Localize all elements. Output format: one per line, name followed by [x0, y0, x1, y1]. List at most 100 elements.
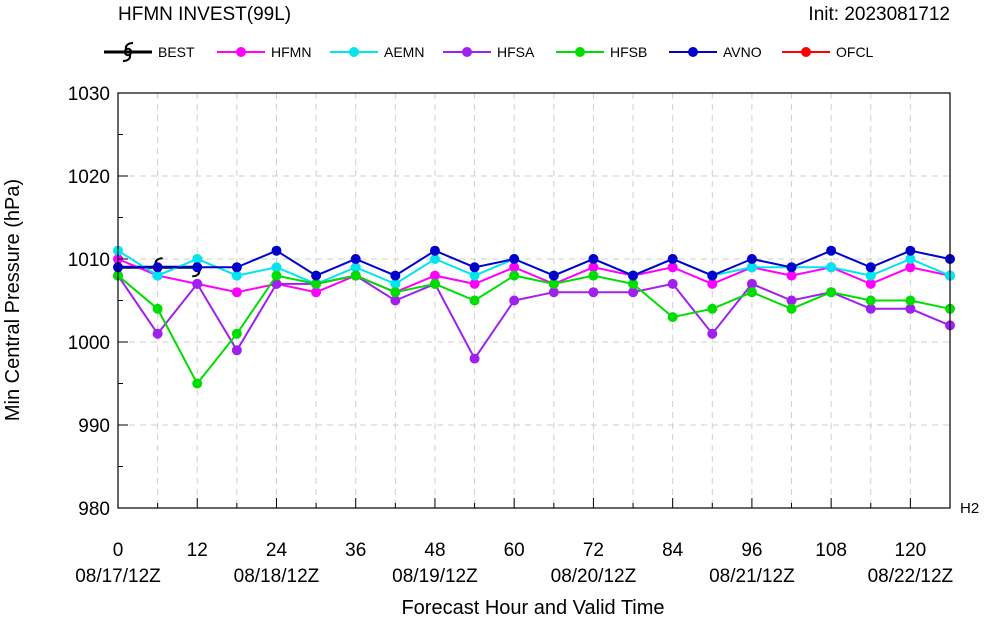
point-hfsb: [271, 270, 282, 281]
legend-item-ofcl: OFCL: [782, 44, 874, 60]
point-aemn: [231, 270, 242, 281]
legend-label-avno: AVNO: [723, 44, 762, 60]
legend-item-aemn: AEMN: [330, 44, 424, 60]
point-hfsb: [588, 270, 599, 281]
point-hfsb: [390, 287, 401, 298]
legend-label-hfsb: HFSB: [610, 44, 647, 60]
point-avno: [588, 254, 599, 264]
point-hfsb: [469, 295, 480, 306]
point-avno: [548, 270, 559, 281]
series-line-hfmn: [117, 258, 951, 294]
point-avno: [311, 270, 322, 281]
point-hfsa: [865, 303, 876, 314]
point-avno: [628, 270, 639, 281]
init-label: Init: 2023081712: [808, 4, 950, 25]
legend-label-ofcl: OFCL: [836, 44, 874, 60]
point-hfsb: [429, 278, 440, 289]
point-hfsb: [628, 278, 639, 289]
symbol-arm: [124, 42, 134, 50]
point-aemn: [271, 262, 282, 273]
legend-marker-hfmn: [236, 47, 246, 57]
point-hfmn: [905, 262, 916, 273]
legend-marker-hfsa: [462, 47, 472, 57]
point-avno: [390, 270, 401, 281]
point-hfmn: [429, 270, 440, 281]
x-tick-label: 12: [187, 540, 208, 561]
point-hfsb: [905, 295, 916, 306]
point-aemn: [905, 254, 916, 264]
point-hfsb: [786, 303, 797, 314]
y-axis: 980 990 1000 1010 1020 1030: [68, 84, 128, 520]
point-avno: [271, 245, 282, 256]
point-hfsb: [192, 378, 203, 389]
series-line-hfsa: [117, 274, 951, 361]
legend-marker-ofcl: [801, 47, 811, 57]
point-avno: [192, 262, 203, 273]
point-hfsa: [628, 287, 639, 298]
point-hfsa: [905, 303, 916, 314]
point-avno: [826, 245, 837, 256]
point-hfmn: [231, 287, 242, 298]
x-date-label: 08/17/12Z: [75, 566, 161, 587]
legend-marker-best: [122, 42, 134, 62]
point-hfsa: [390, 295, 401, 306]
symbol-eye: [123, 47, 133, 57]
chart-title: HFMN INVEST(99L): [118, 4, 291, 25]
x-tick-label: 72: [583, 540, 604, 561]
x-tick-label: 48: [424, 540, 445, 561]
point-hfsb: [231, 328, 242, 339]
symbol-arm: [122, 54, 132, 62]
x-axis: 0 12 24 36 48 60 72 84 96 108 120 08/17/12Z 08/18/12…: [75, 498, 954, 587]
point-hfmn: [469, 278, 480, 289]
point-hfsa: [667, 278, 678, 289]
point-avno: [469, 262, 480, 273]
point-avno: [865, 262, 876, 273]
point-hfsb: [548, 278, 559, 289]
point-hfsa: [469, 353, 480, 364]
point-avno: [746, 254, 757, 264]
series-group: [112, 245, 955, 389]
legend-item-hfmn: HFMN: [217, 44, 311, 60]
x-tick-label: 0: [113, 540, 124, 561]
point-hfmn: [509, 262, 520, 273]
point-avno: [509, 254, 520, 264]
x-date-label: 08/20/12Z: [551, 566, 637, 587]
y-tick-label: 1000: [68, 333, 110, 354]
legend-marker-avno: [688, 47, 698, 57]
legend-item-best: BEST: [104, 42, 195, 62]
legend-marker-hfsb: [575, 47, 585, 57]
point-hfmn: [311, 287, 322, 298]
x-tick-label: 36: [345, 540, 366, 561]
x-date-label: 08/18/12Z: [234, 566, 320, 587]
point-hfsa: [707, 328, 718, 339]
x-axis-label: Forecast Hour and Valid Time: [401, 597, 664, 618]
point-aemn: [865, 270, 876, 281]
legend-label-best: BEST: [158, 44, 195, 60]
point-avno: [429, 245, 440, 256]
x-tick-label: 120: [895, 540, 927, 561]
plot-frame: [117, 92, 951, 509]
point-hfmn: [865, 278, 876, 289]
legend-item-avno: AVNO: [669, 44, 762, 60]
point-aemn: [192, 254, 203, 264]
point-hfsa: [192, 278, 203, 289]
point-hfsb: [350, 270, 361, 281]
point-aemn: [350, 262, 361, 273]
point-avno: [667, 254, 678, 264]
legend-label-hfmn: HFMN: [271, 44, 311, 60]
point-aemn: [429, 254, 440, 264]
point-hfsa: [746, 278, 757, 289]
point-hfsa: [548, 287, 559, 298]
x-tick-label: 24: [266, 540, 288, 561]
point-avno: [152, 262, 163, 273]
point-hfmn: [786, 270, 797, 281]
point-hfsa: [786, 295, 797, 306]
point-hfsa: [231, 345, 242, 356]
point-aemn: [469, 270, 480, 281]
point-hfsb: [707, 303, 718, 314]
x-date-label: 08/19/12Z: [392, 566, 478, 587]
legend-item-hfsb: HFSB: [556, 44, 647, 60]
point-avno: [350, 254, 361, 264]
point-aemn: [746, 262, 757, 273]
